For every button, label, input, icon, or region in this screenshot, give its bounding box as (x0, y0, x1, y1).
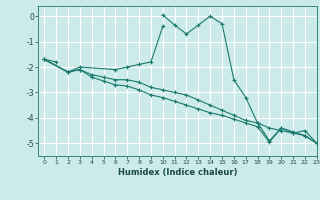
X-axis label: Humidex (Indice chaleur): Humidex (Indice chaleur) (118, 168, 237, 177)
